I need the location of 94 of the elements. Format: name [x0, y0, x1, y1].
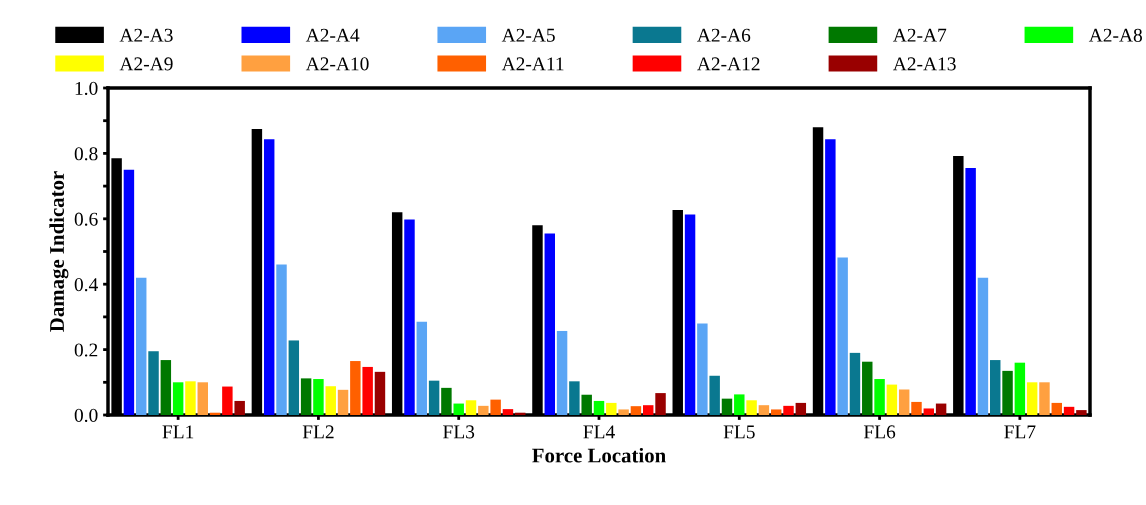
bar [606, 402, 617, 415]
bar [1014, 362, 1026, 415]
y-tick-label: 0.0 [74, 408, 98, 423]
y-axis-title: Damage Indicator [49, 171, 69, 332]
x-tick-label: FL6 [863, 425, 896, 439]
bar [197, 382, 208, 415]
bar [300, 378, 312, 415]
bar [977, 277, 989, 415]
bar [709, 375, 720, 415]
bar [593, 400, 605, 415]
bar [160, 360, 172, 415]
bar [263, 139, 275, 415]
bar [148, 351, 159, 415]
bar [1026, 382, 1038, 415]
bar [172, 382, 184, 415]
bar [1039, 382, 1050, 415]
x-axis-title: Force Location [532, 447, 666, 463]
bar [581, 394, 592, 415]
bar [618, 409, 629, 415]
bar [758, 405, 770, 415]
x-tick-label: FL1 [162, 425, 194, 439]
y-tick-label: 0.6 [74, 212, 98, 226]
bar [746, 400, 757, 415]
bar [874, 379, 885, 415]
bar [428, 380, 440, 415]
legend-label: A2-A12 [697, 57, 760, 71]
bar [465, 400, 477, 415]
bar [234, 400, 245, 415]
bar [1076, 410, 1087, 415]
bar [453, 403, 464, 415]
legend-label: A2-A5 [501, 28, 555, 42]
y-tick-label: 1.0 [75, 81, 98, 96]
bar [684, 214, 696, 415]
x-tick-label: FL7 [1004, 425, 1036, 439]
bar [923, 408, 935, 415]
bar [135, 277, 147, 415]
bar [721, 398, 733, 415]
bar [556, 330, 568, 415]
bar [770, 409, 782, 415]
bar [825, 139, 836, 415]
legend-label: A2-A11 [501, 57, 564, 71]
bar [288, 340, 300, 415]
bar [862, 361, 873, 415]
bar [1063, 406, 1075, 415]
y-tick-label: 0.4 [74, 278, 98, 292]
bar [502, 409, 514, 415]
bar [655, 393, 666, 415]
bar [898, 389, 910, 415]
x-tick-label: FL3 [443, 425, 475, 439]
bar [490, 399, 501, 415]
legend-label: A2-A8 [1088, 28, 1142, 42]
bar [374, 371, 386, 415]
bar [362, 366, 373, 415]
bar [990, 360, 1001, 415]
bar [337, 389, 349, 415]
bar [643, 405, 654, 415]
y-tick-label: 0.2 [74, 343, 98, 357]
y-tick-label: 0.8 [74, 147, 98, 161]
legend-label: A2-A7 [892, 28, 947, 42]
bar [123, 169, 135, 415]
bar [350, 361, 361, 415]
bar [544, 233, 555, 415]
bar [185, 381, 196, 415]
bar [837, 257, 848, 415]
bar [697, 323, 708, 415]
bar [630, 406, 642, 415]
bar [441, 387, 452, 415]
bar [783, 405, 794, 415]
legend-label: A2-A6 [697, 28, 751, 42]
bar [911, 401, 922, 415]
bar [849, 352, 861, 415]
legend-label: A2-A9 [119, 57, 173, 71]
bar [795, 402, 807, 415]
legend-label: A2-A13 [892, 57, 956, 71]
bar [416, 321, 428, 415]
bar [313, 379, 324, 415]
bar [935, 403, 947, 415]
bar [569, 381, 580, 415]
bar [965, 168, 976, 415]
bar [404, 219, 415, 415]
bar [1002, 370, 1013, 415]
legend-label: A2-A3 [119, 28, 173, 42]
x-tick-label: FL5 [723, 425, 755, 439]
x-tick-label: FL2 [302, 425, 334, 439]
bar [1051, 402, 1063, 415]
bar [478, 405, 489, 415]
bar [276, 264, 287, 415]
bar [734, 394, 745, 415]
legend-label: A2-A10 [305, 57, 369, 71]
x-tick-label: FL4 [583, 425, 615, 439]
bar [222, 386, 233, 415]
bar [886, 384, 898, 415]
bar [325, 386, 336, 415]
legend-label: A2-A4 [305, 28, 360, 42]
